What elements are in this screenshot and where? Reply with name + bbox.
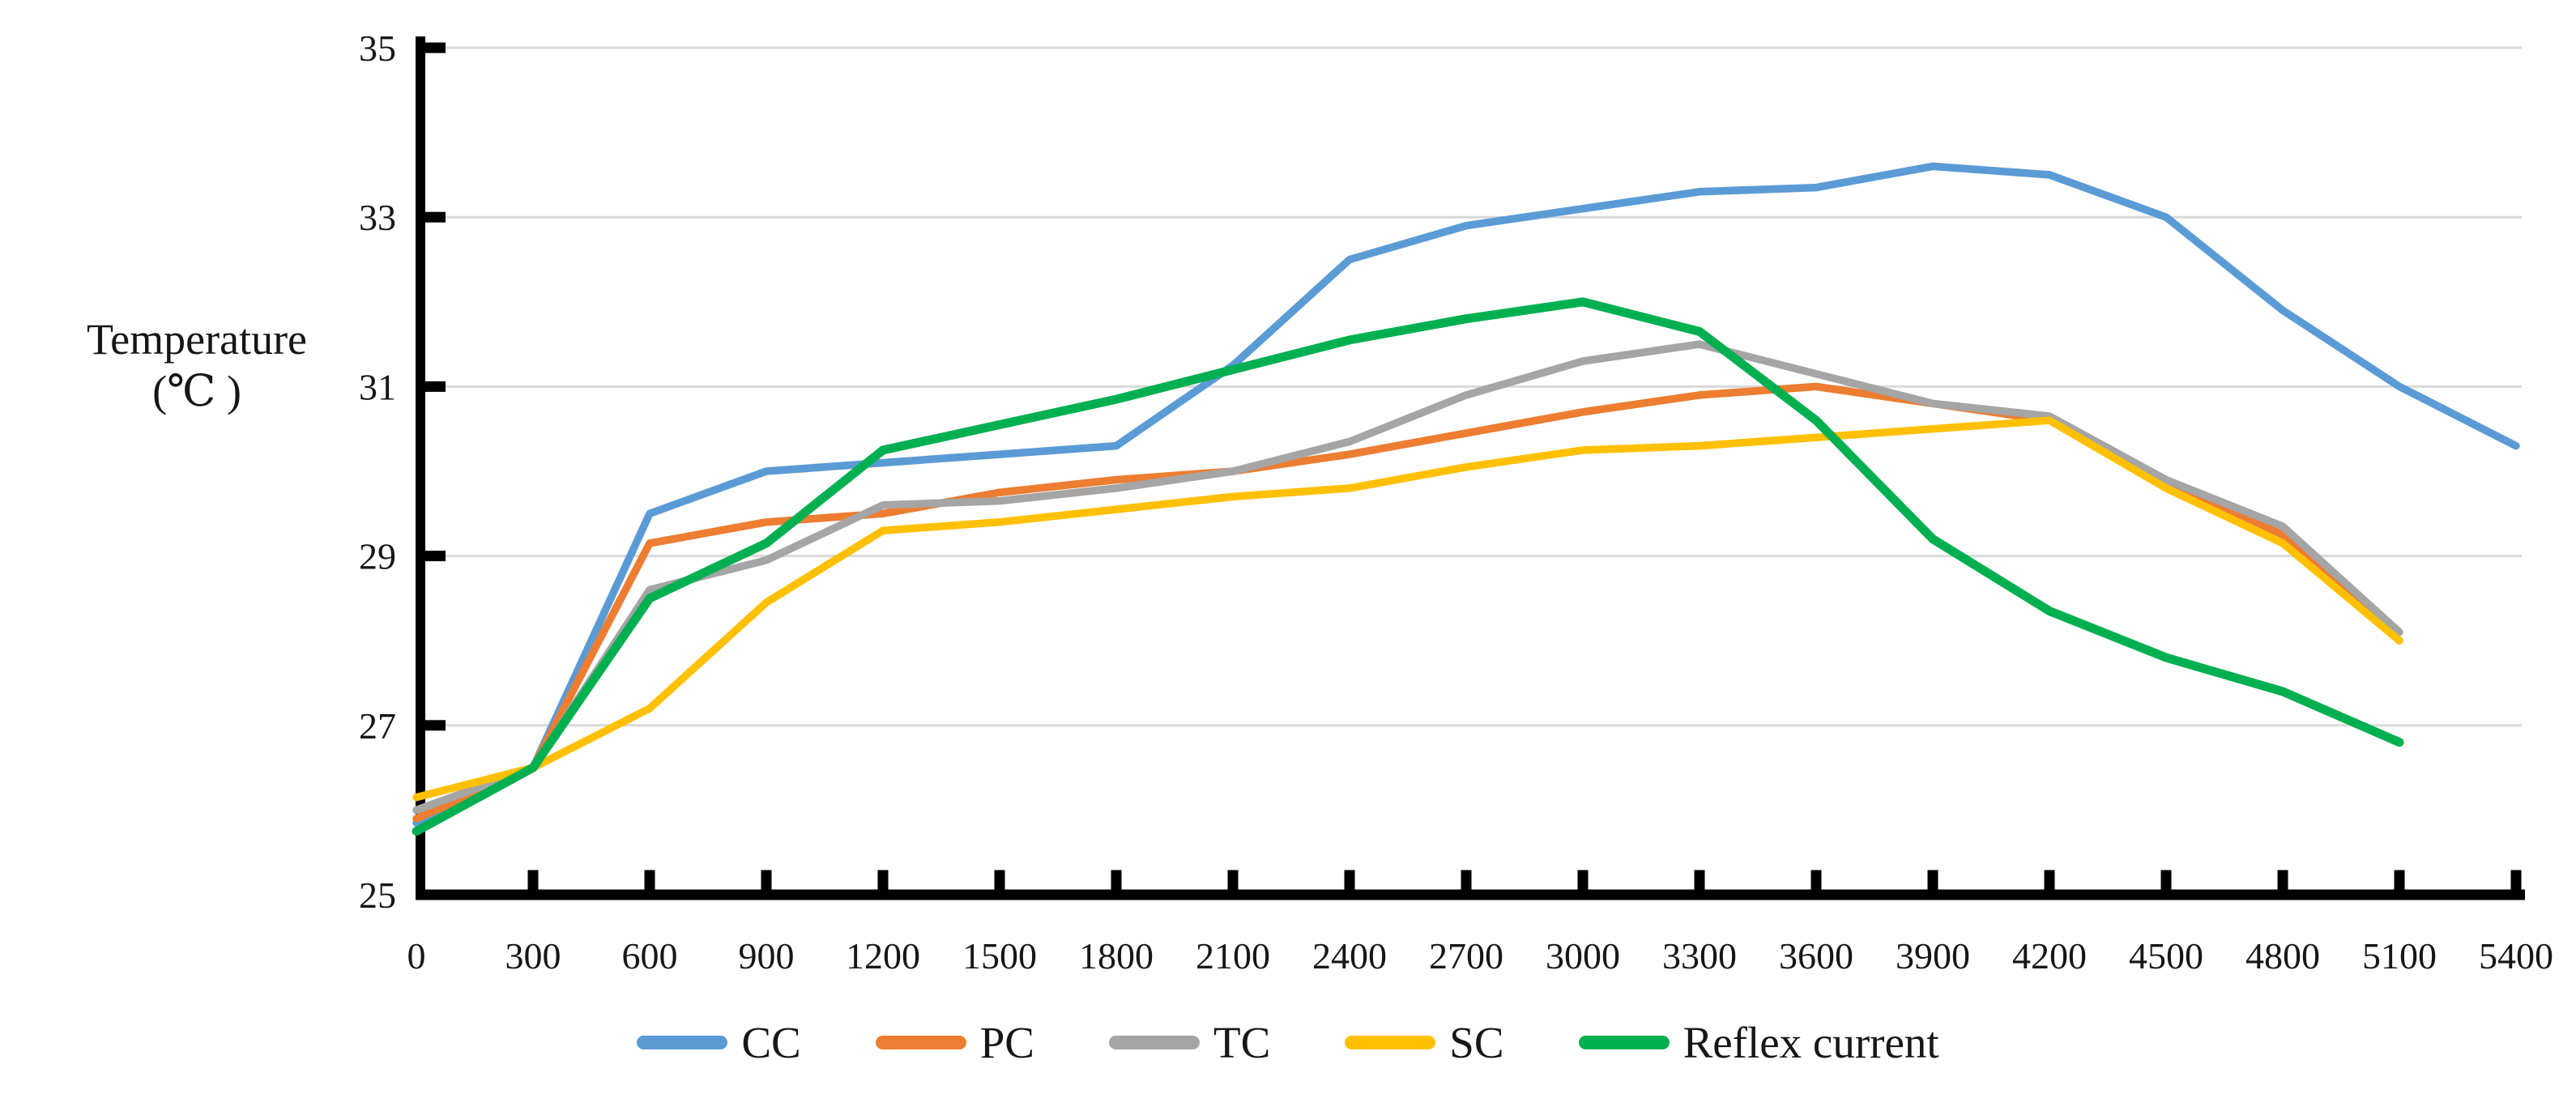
x-tick <box>1461 870 1472 890</box>
y-tick-label: 27 <box>359 705 396 747</box>
x-tick-label: 0 <box>407 935 426 977</box>
x-tick-label: 2400 <box>1312 935 1387 977</box>
x-tick <box>2160 870 2172 890</box>
y-axis-title: Temperature (℃ ) <box>23 314 371 417</box>
y-axis-title-line2: (℃ ) <box>152 366 241 415</box>
series-line-sc <box>412 416 2403 802</box>
x-tick-label: 600 <box>622 935 678 977</box>
chart-legend: CC PC TC SC Reflex current <box>0 1017 2576 1068</box>
x-tick-label: 5400 <box>2479 935 2553 977</box>
legend-swatch <box>1345 1036 1436 1049</box>
x-tick-label: 2700 <box>1429 935 1503 977</box>
y-tick-label: 31 <box>359 366 396 407</box>
legend-item-cc: CC <box>637 1017 801 1068</box>
y-tick-label: 35 <box>359 28 396 69</box>
y-tick <box>425 720 446 731</box>
x-tick <box>1694 870 1705 890</box>
legend-item-pc: PC <box>875 1017 1034 1068</box>
x-tick <box>2044 870 2055 890</box>
legend-item-tc: TC <box>1109 1017 1270 1068</box>
legend-label: Reflex current <box>1683 1018 1939 1067</box>
x-tick-label: 4500 <box>2129 935 2203 977</box>
x-tick <box>1577 870 1589 890</box>
x-tick <box>994 870 1005 890</box>
legend-swatch <box>1109 1036 1200 1049</box>
x-tick-label: 1500 <box>962 935 1037 977</box>
legend-label: PC <box>979 1018 1034 1067</box>
x-tick-label: 2100 <box>1196 935 1270 977</box>
y-tick <box>425 551 446 562</box>
y-tick <box>425 381 446 392</box>
x-tick <box>2277 870 2288 890</box>
series-line-reflex-current <box>412 297 2404 836</box>
x-tick <box>1227 870 1239 890</box>
x-tick <box>1927 870 1938 890</box>
x-tick <box>2394 870 2405 890</box>
legend-swatch <box>875 1036 966 1049</box>
series-line-cc <box>412 162 2520 827</box>
x-tick-label: 3900 <box>1896 935 1970 977</box>
y-tick-label: 33 <box>359 197 396 238</box>
x-tick-label: 3300 <box>1662 935 1737 977</box>
legend-label: SC <box>1449 1018 1504 1067</box>
x-tick <box>527 870 539 890</box>
y-tick-label: 25 <box>359 875 396 916</box>
x-tick-label: 4200 <box>2012 935 2087 977</box>
x-tick <box>877 870 889 890</box>
legend-item-reflex-current: Reflex current <box>1578 1017 1939 1068</box>
x-tick-label: 900 <box>739 935 795 977</box>
series-line-tc <box>412 340 2403 815</box>
x-tick-label: 3600 <box>1779 935 1853 977</box>
x-tick <box>761 870 772 890</box>
x-tick-label: 1200 <box>846 935 920 977</box>
x-tick <box>1111 870 1122 890</box>
y-tick <box>425 42 446 53</box>
x-tick-label: 5100 <box>2362 935 2437 977</box>
x-tick-label: 3000 <box>1546 935 1620 977</box>
legend-item-sc: SC <box>1345 1017 1504 1068</box>
x-tick-label: 300 <box>505 935 561 977</box>
x-tick-label: 1800 <box>1079 935 1154 977</box>
legend-swatch <box>1578 1036 1670 1049</box>
legend-label: TC <box>1213 1018 1271 1067</box>
x-tick <box>1810 870 1822 890</box>
y-tick <box>425 211 446 223</box>
legend-swatch <box>637 1036 728 1049</box>
y-axis-title-line1: Temperature <box>86 315 308 364</box>
x-tick <box>1344 870 1355 890</box>
y-tick-label: 29 <box>359 536 396 577</box>
x-tick-label: 4800 <box>2245 935 2320 977</box>
x-tick <box>2510 870 2522 890</box>
x-tick <box>644 870 655 890</box>
legend-label: CC <box>741 1018 801 1067</box>
